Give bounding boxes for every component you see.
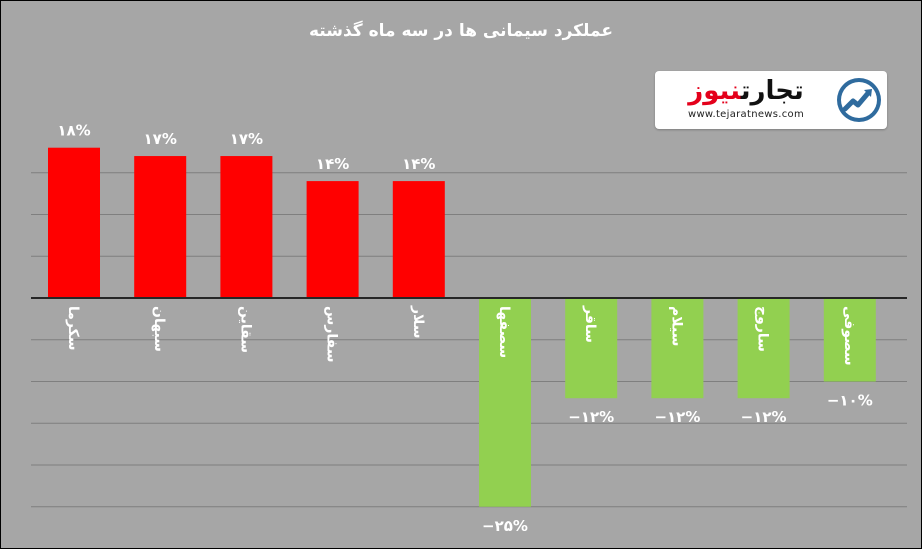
logo-word-tejarat: تجارت bbox=[740, 76, 804, 106]
value-label: −۱۲% bbox=[654, 408, 700, 426]
tejaratnews-logo: تجارتنیوز www.tejaratnews.com bbox=[655, 71, 887, 129]
category-label: ساقر bbox=[582, 305, 598, 343]
bar bbox=[306, 181, 359, 298]
chart-arrow-logo-icon bbox=[837, 78, 881, 122]
category-label: ساروج bbox=[755, 306, 771, 352]
category-label: سصفها bbox=[496, 306, 512, 358]
bar bbox=[479, 298, 531, 507]
bar bbox=[220, 156, 273, 298]
bar bbox=[392, 181, 445, 298]
value-label: −۱۲% bbox=[741, 408, 787, 426]
bar bbox=[651, 298, 704, 399]
category-labels: سکرما سبهان سقاین سفارس سلار سصفها ساقر سیلام سا… bbox=[65, 305, 857, 366]
value-label: ۱۷% bbox=[144, 130, 177, 148]
category-label: سیلام bbox=[668, 306, 684, 346]
logo-wordmark: تجارتنیوز bbox=[663, 75, 829, 107]
category-label: سبهان bbox=[151, 306, 167, 352]
value-label: ۱۷% bbox=[230, 130, 263, 148]
category-label: سکرما bbox=[65, 306, 81, 351]
value-label: −۱۰% bbox=[827, 392, 873, 410]
category-label: سقاین bbox=[237, 306, 253, 353]
bar bbox=[737, 298, 790, 399]
value-label: −۲۵% bbox=[482, 517, 528, 535]
bar bbox=[565, 298, 618, 399]
chart-title: عملکرد سیمانی ها در سه ماه گذشته bbox=[309, 21, 613, 41]
bars bbox=[48, 147, 876, 507]
logo-url: www.tejaratnews.com bbox=[687, 109, 805, 120]
value-label: ۱۸% bbox=[57, 122, 90, 140]
category-label: سلار bbox=[410, 305, 426, 338]
bar bbox=[823, 298, 876, 382]
logo-word-news: نیوز bbox=[688, 76, 741, 106]
bar bbox=[48, 147, 100, 298]
bar bbox=[134, 156, 187, 298]
value-label: ۱۴% bbox=[316, 155, 349, 173]
value-label: ۱۴% bbox=[402, 155, 435, 173]
category-label: سصوفی bbox=[841, 306, 857, 366]
category-label: سفارس bbox=[324, 306, 340, 362]
value-label: −۱۲% bbox=[568, 408, 614, 426]
value-labels: ۱۸% ۱۷% ۱۷% ۱۴% ۱۴% −۲۵% −۱۲% −۱۲% −۱۲% −۱۰% bbox=[57, 122, 872, 535]
